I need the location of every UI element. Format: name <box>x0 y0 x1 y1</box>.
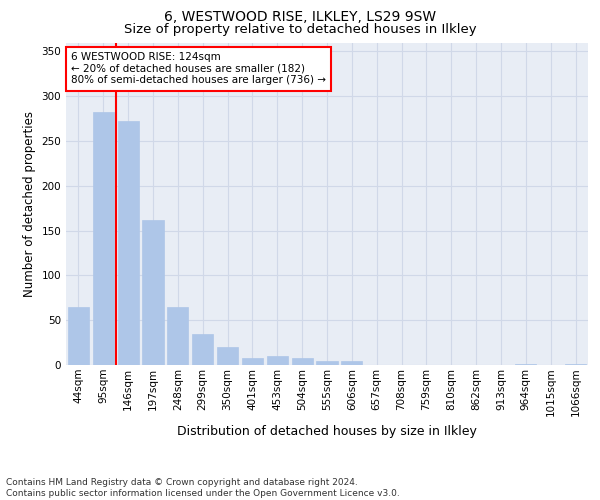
Y-axis label: Number of detached properties: Number of detached properties <box>23 111 36 296</box>
Bar <box>242 358 263 365</box>
Text: Contains HM Land Registry data © Crown copyright and database right 2024.
Contai: Contains HM Land Registry data © Crown c… <box>6 478 400 498</box>
Text: 6 WESTWOOD RISE: 124sqm
← 20% of detached houses are smaller (182)
80% of semi-d: 6 WESTWOOD RISE: 124sqm ← 20% of detache… <box>71 52 326 86</box>
Bar <box>167 307 188 365</box>
Bar <box>515 364 536 365</box>
Text: Size of property relative to detached houses in Ilkley: Size of property relative to detached ho… <box>124 22 476 36</box>
Text: 6, WESTWOOD RISE, ILKLEY, LS29 9SW: 6, WESTWOOD RISE, ILKLEY, LS29 9SW <box>164 10 436 24</box>
Bar <box>316 360 338 365</box>
Bar <box>565 364 586 365</box>
X-axis label: Distribution of detached houses by size in Ilkley: Distribution of detached houses by size … <box>177 424 477 438</box>
Bar <box>267 356 288 365</box>
Bar <box>118 122 139 365</box>
Bar <box>93 112 114 365</box>
Bar <box>292 358 313 365</box>
Bar <box>341 362 362 365</box>
Bar <box>192 334 213 365</box>
Bar <box>217 347 238 365</box>
Bar <box>68 307 89 365</box>
Bar <box>142 220 164 365</box>
